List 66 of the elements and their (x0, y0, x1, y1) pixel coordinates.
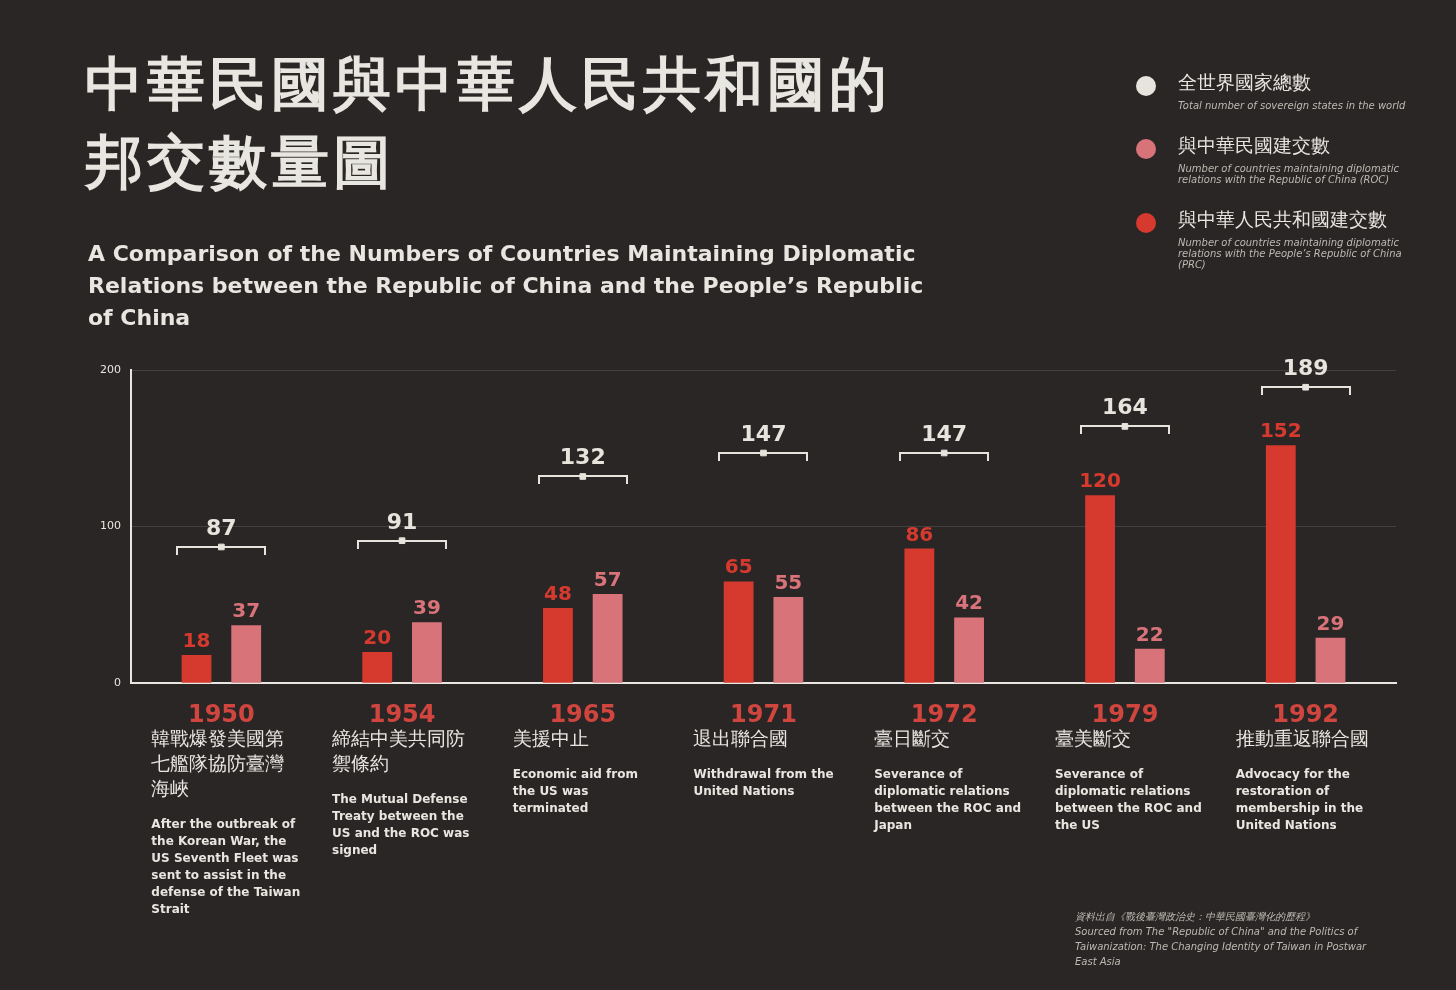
legend-label: 全世界國家總數 Total number of sovereign states in the world (1178, 70, 1406, 111)
text: 退出聯合國 (693, 727, 789, 750)
text: 韓戰爆發美國第七艦隊協防臺灣海峽 (151, 727, 285, 800)
x-tick-label: 1965 (549, 699, 617, 728)
bar (954, 617, 984, 683)
bar (773, 597, 804, 683)
data-label: 55 (774, 570, 803, 595)
x-tick-label: 1979 (1091, 699, 1159, 728)
bar (904, 548, 935, 683)
data-label: 164 (1101, 394, 1148, 420)
data-label: 18 (182, 628, 211, 653)
data-label: 86 (905, 521, 934, 546)
bar (412, 622, 442, 683)
bar (543, 608, 573, 683)
bar (1265, 445, 1296, 683)
data-label: 48 (544, 581, 572, 606)
data-label: 29 (1316, 610, 1345, 635)
bar (362, 651, 393, 683)
text: Withdrawal from the United Nations (693, 767, 834, 799)
text: Severance of diplomatic relations between the ROC and Japan (873, 767, 1022, 833)
x-tick-label: 1972 (910, 699, 978, 728)
bar (1134, 648, 1165, 683)
text: After the outbreak of the Korean War, the US Seventh Fleet was sent to assist in the defense of the Taiwan Strait (151, 817, 301, 917)
bar (1085, 495, 1115, 683)
chart-subtitle: A Comparison of the Numbers of Countries Maintaining Diplomatic Relations between the Republic of China and the People’s Republic of China (88, 240, 925, 332)
text: 美援中止 (512, 727, 589, 750)
legend-label: 與中華人民共和國建交數 Number of countries maintaining diplomatic relations with the People’s Republic of China (PRC) (1178, 207, 1403, 270)
text: The Mutual Defense Treaty between the US and the ROC was signed (332, 792, 470, 858)
data-label: 42 (955, 590, 983, 615)
y-tick-label: 0 (114, 676, 121, 690)
legend-label: 與中華民國建交數 Number of countries maintaining diplomatic relations with the Republic of China (ROC) (1178, 133, 1401, 185)
data-label: 147 (921, 421, 968, 446)
data-label: 87 (206, 514, 237, 540)
text: 推動重返聯合國 (1235, 727, 1369, 750)
bar (1315, 637, 1346, 683)
y-tick-label: 100 (100, 519, 121, 533)
text: 臺日斷交 (874, 727, 951, 750)
text: 締結中美共同防禦條約 (331, 727, 466, 775)
text: Economic aid from the US was terminated (512, 767, 638, 816)
x-tick-label: 1950 (187, 699, 255, 728)
data-label: 57 (593, 566, 622, 591)
bar (723, 581, 754, 683)
data-label: 37 (232, 598, 261, 623)
data-label: 39 (412, 595, 441, 620)
text: 資料出自《戰後臺灣政治史：中華民國臺灣化的歷程》 (1075, 911, 1315, 922)
data-label: 147 (740, 421, 787, 446)
data-label: 91 (386, 508, 418, 534)
data-label: 132 (559, 444, 606, 470)
chart-title: 中華民國與中華人民共和國的邦交數量圖 (85, 49, 892, 198)
bar (592, 593, 623, 683)
data-label: 20 (363, 624, 392, 649)
y-tick-label: 200 (100, 362, 121, 376)
data-label: 189 (1282, 355, 1329, 381)
data-label: 22 (1135, 621, 1164, 646)
x-tick-label: 1954 (368, 699, 436, 728)
data-label: 152 (1259, 418, 1302, 443)
data-label: 65 (724, 554, 753, 579)
text: Advocacy for the restoration of membership in the United Nations (1235, 767, 1364, 833)
text: Severance of diplomatic relations between the ROC and the US (1054, 767, 1202, 833)
data-label: 120 (1079, 468, 1121, 493)
bar (231, 625, 262, 683)
x-tick-label: 1992 (1272, 699, 1340, 728)
x-tick-label: 1971 (730, 699, 797, 728)
text: Sourced from The "Republic of China" and the Politics of Taiwanization: The Changing Identity of Taiwan in Postwar East Asia (1075, 926, 1368, 967)
bar (181, 655, 212, 683)
text: 臺美斷交 (1054, 727, 1131, 750)
